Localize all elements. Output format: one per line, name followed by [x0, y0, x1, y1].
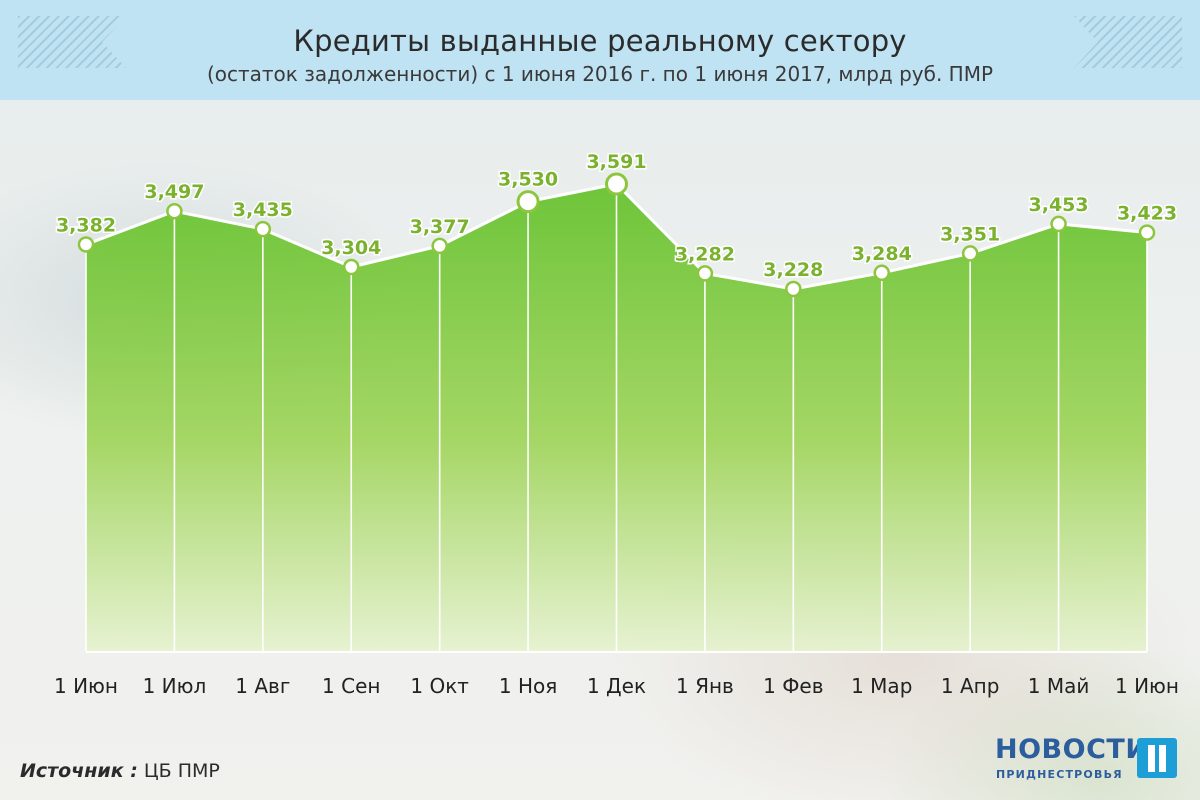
source-label: Источник : [20, 760, 138, 782]
data-point [873, 264, 890, 282]
x-tick-label: 1 Мар [851, 674, 912, 698]
x-tick-label: 1 Июл [143, 674, 207, 698]
x-tick-label: 1 Авг [235, 674, 290, 698]
x-tick-label: 1 Фев [763, 674, 823, 698]
data-label: 3,497 [144, 181, 204, 203]
data-point [1050, 215, 1067, 233]
news-logo: НОВОСТИ ПРИДНЕСТРОВЬЯ [995, 734, 1185, 784]
data-point [605, 172, 628, 196]
data-point [431, 237, 448, 255]
data-label: 3,284 [852, 243, 912, 265]
header-banner: Кредиты выданные реальному сектору (оста… [0, 0, 1200, 100]
chart-subtitle: (остаток задолженности) с 1 июня 2016 г.… [206, 62, 994, 86]
x-tick-label: 1 Май [1028, 674, 1090, 698]
data-label: 3,228 [763, 259, 823, 281]
data-point [961, 245, 979, 262]
data-point [166, 202, 183, 220]
data-point [254, 220, 272, 238]
x-tick-label: 1 Янв [676, 674, 734, 698]
data-label: 3,377 [410, 216, 470, 238]
x-tick-label: 1 Июн [1115, 674, 1179, 698]
data-label: 3,530 [498, 169, 558, 191]
logo-mark-icon [1137, 738, 1177, 778]
data-label: 3,591 [586, 151, 646, 173]
data-label: 3,423 [1117, 203, 1177, 225]
chart-title: Кредиты выданные реальному сектору [293, 24, 907, 58]
x-tick-label: 1 Апр [941, 674, 1000, 698]
data-point [785, 280, 802, 298]
x-tick-label: 1 Июн [54, 674, 118, 698]
data-point [343, 258, 360, 276]
logo-subtitle: ПРИДНЕСТРОВЬЯ [996, 768, 1123, 781]
x-tick-label: 1 Ноя [499, 674, 557, 698]
data-label: 3,351 [940, 223, 1000, 245]
data-point [1138, 224, 1156, 241]
data-label: 3,382 [56, 214, 116, 236]
logo-word: НОВОСТИ [995, 734, 1149, 765]
data-point [516, 190, 540, 214]
source-note: Источник : ЦБ ПМР [20, 760, 220, 782]
source-value: ЦБ ПМР [143, 760, 220, 782]
data-point [696, 265, 714, 282]
x-tick-label: 1 Окт [410, 674, 469, 698]
data-label: 3,304 [321, 237, 381, 259]
data-label: 3,453 [1029, 194, 1089, 216]
x-tick-label: 1 Сен [322, 674, 380, 698]
x-tick-label: 1 Дек [587, 674, 646, 698]
data-label: 3,435 [233, 199, 293, 221]
data-point [77, 236, 95, 253]
data-label: 3,282 [675, 243, 735, 265]
